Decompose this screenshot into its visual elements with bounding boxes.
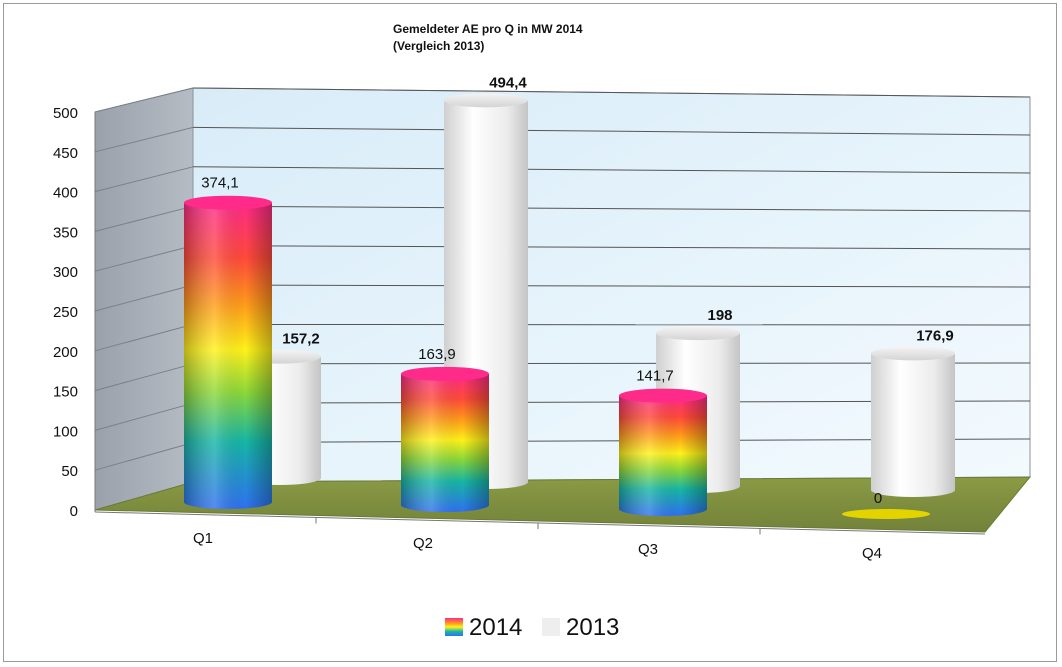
gridline-side: [94, 442, 194, 471]
bar-2014-q2: [401, 366, 489, 512]
data-label-2014: 374,1: [201, 175, 239, 192]
data-label-2014: 141,7: [636, 368, 674, 385]
gridline-side: [94, 166, 194, 193]
gridline: [192, 166, 1031, 174]
legend-label-2013: 2013: [566, 614, 619, 641]
gridline: [192, 284, 1031, 288]
gridline-side: [94, 245, 194, 272]
y-tick-label: 200: [53, 344, 78, 361]
y-tick-label: 400: [53, 185, 78, 202]
y-tick-label: 250: [53, 304, 78, 321]
legend: 2014 2013: [445, 614, 619, 641]
data-labels: 374,1 163,9 141,7 0 157,2 494,4 198 176,9: [201, 74, 954, 507]
y-tick-labels: 0 50 100 150 200 250 300 350 400 450 500: [53, 105, 78, 520]
bar-2013-q4: [871, 346, 955, 497]
y-tick-label: 500: [53, 105, 78, 122]
gridline: [192, 245, 1031, 250]
gridline-side: [94, 402, 194, 431]
gridline: [192, 323, 1031, 326]
legend-swatch-2013: [542, 618, 560, 636]
x-tick-label: Q1: [193, 530, 213, 547]
bar-2014-q3-top: [619, 388, 707, 403]
data-label-2013: 176,9: [916, 327, 954, 344]
bar-2014-q4: [842, 509, 930, 519]
gridline-side: [94, 205, 194, 232]
bar-2014-q1-top: [184, 195, 272, 210]
series-2014: [184, 195, 930, 519]
y-tick-label: 0: [70, 503, 78, 520]
bar-2014-q3: [619, 388, 707, 516]
gridline: [192, 205, 1031, 212]
bar-2014-q1-shade: [184, 202, 272, 509]
y-tick-label: 100: [53, 423, 78, 440]
gridline-side: [94, 284, 194, 312]
y-tick-label: 350: [53, 224, 78, 241]
x-tick-label: Q4: [862, 545, 882, 562]
y-tick-label: 150: [53, 384, 78, 401]
gridline-side: [94, 363, 194, 392]
x-tick-label: Q3: [638, 541, 658, 558]
bar-2013-q4-body: [871, 353, 955, 497]
x-tick-label: Q2: [413, 535, 433, 552]
gridline-side: [94, 126, 194, 153]
gridline-side: [94, 323, 194, 352]
data-label-2014: 0: [874, 490, 882, 507]
bar-2013-q3-top: [656, 326, 740, 341]
gridline-side: [94, 87, 194, 113]
data-label-2014: 163,9: [418, 346, 456, 363]
bar-2014-q1: [184, 195, 272, 509]
x-axis-line: [94, 511, 986, 535]
bar-2014-q2-shade: [401, 373, 489, 512]
gridline: [192, 87, 1031, 98]
x-tick-labels: Q1 Q2 Q3 Q4: [193, 517, 882, 562]
y-tick-label: 450: [53, 145, 78, 162]
chart-subtitle: (Vergleich 2013): [393, 39, 484, 53]
y-tick-label: 50: [61, 463, 78, 480]
gridline: [192, 126, 1031, 136]
chart-title: Gemeldeter AE pro Q in MW 2014: [393, 22, 583, 36]
axes: [94, 112, 986, 535]
data-label-2013: 494,4: [489, 74, 527, 91]
y-tick-label: 300: [53, 264, 78, 281]
legend-label-2014: 2014: [469, 614, 522, 641]
legend-swatch-2014: [445, 618, 463, 636]
bar-2013-q4-top: [871, 346, 955, 361]
floor: [94, 476, 1032, 533]
bar-2013-q2-top: [444, 93, 528, 108]
data-label-2013: 198: [707, 307, 732, 324]
data-label-2013: 157,2: [282, 331, 320, 348]
bar-2014-q2-top: [401, 366, 489, 381]
bar-2014-q3-shade: [619, 395, 707, 516]
